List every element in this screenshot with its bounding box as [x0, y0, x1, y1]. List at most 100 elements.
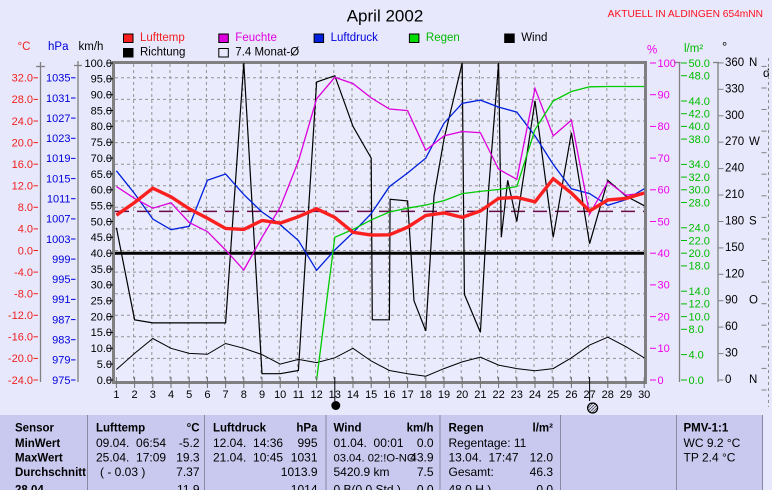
svg-text:38.0: 38.0 [689, 134, 710, 146]
svg-text:75.0: 75.0 [91, 137, 112, 149]
svg-text:95.0: 95.0 [91, 74, 112, 86]
svg-text:30: 30 [638, 389, 650, 401]
svg-text:50: 50 [658, 216, 670, 228]
svg-text:1011: 1011 [47, 194, 71, 206]
svg-text:50.0: 50.0 [689, 58, 710, 70]
svg-text:4.0: 4.0 [18, 224, 33, 236]
svg-text:120: 120 [725, 268, 744, 280]
svg-text:7: 7 [223, 389, 229, 401]
svg-text:23: 23 [511, 389, 523, 401]
svg-text:S: S [749, 216, 757, 228]
svg-text:14: 14 [347, 389, 359, 401]
svg-text:20.0: 20.0 [689, 248, 710, 260]
svg-text:1013.9: 1013.9 [281, 465, 318, 479]
svg-text:°C: °C [187, 423, 200, 435]
svg-text:4.0: 4.0 [689, 349, 704, 361]
svg-text:Regentage: 11: Regentage: 11 [449, 436, 527, 450]
svg-text:100.0: 100.0 [84, 58, 112, 70]
svg-text:TP 2.4 °C: TP 2.4 °C [684, 450, 736, 464]
svg-text:Regen: Regen [426, 32, 460, 44]
svg-text:April 2002: April 2002 [347, 7, 424, 26]
svg-text:5.0: 5.0 [97, 359, 112, 371]
svg-text:20.0: 20.0 [12, 137, 33, 149]
svg-text:11.9: 11.9 [177, 483, 200, 490]
svg-text:1015: 1015 [46, 173, 70, 185]
svg-text:MinWert: MinWert [15, 438, 60, 450]
svg-text:45.0: 45.0 [91, 232, 112, 244]
svg-text:20.0: 20.0 [91, 311, 112, 323]
svg-text:1019: 1019 [46, 153, 70, 165]
svg-text:4: 4 [168, 389, 174, 401]
svg-text:hPa: hPa [48, 41, 69, 53]
svg-text:-24.0: -24.0 [8, 375, 33, 387]
svg-text:01.04. 00:01: 01.04. 00:01 [334, 436, 404, 450]
svg-text:1014: 1014 [291, 483, 318, 490]
svg-text:28.04.: 28.04. [15, 485, 47, 490]
svg-text:40: 40 [658, 248, 670, 260]
svg-text:km/h: km/h [407, 423, 434, 435]
svg-text:Durchschnitt: Durchschnitt [15, 467, 86, 479]
svg-text:7.37: 7.37 [176, 465, 200, 479]
svg-text:28.0: 28.0 [689, 197, 710, 209]
svg-text:2: 2 [132, 389, 138, 401]
svg-text:270: 270 [725, 136, 744, 148]
svg-text:O: O [749, 295, 758, 307]
svg-text:35.0: 35.0 [91, 264, 112, 276]
svg-text:330: 330 [725, 83, 744, 95]
svg-text:90.0: 90.0 [91, 90, 112, 102]
svg-text:-5.2: -5.2 [179, 436, 200, 450]
svg-text:28: 28 [602, 389, 614, 401]
svg-text:0.0: 0.0 [18, 245, 33, 257]
svg-text:1: 1 [113, 389, 119, 401]
svg-text:10: 10 [274, 389, 286, 401]
svg-text:999: 999 [52, 254, 70, 266]
svg-text:l/m²: l/m² [533, 423, 554, 435]
svg-text:-8.0: -8.0 [14, 289, 33, 301]
svg-text:991: 991 [52, 294, 70, 306]
svg-text:-4.0: -4.0 [14, 267, 33, 279]
svg-text:26: 26 [565, 389, 577, 401]
svg-text:48.0: 48.0 [689, 71, 710, 83]
svg-text:44.0: 44.0 [689, 96, 710, 108]
svg-text:48.0 H.): 48.0 H.) [449, 483, 492, 490]
svg-text:8: 8 [241, 389, 247, 401]
svg-text:14.0: 14.0 [689, 286, 710, 298]
svg-text:22: 22 [492, 389, 504, 401]
svg-text:%: % [647, 45, 657, 57]
svg-text:km/h: km/h [79, 41, 104, 53]
svg-text:995: 995 [52, 274, 70, 286]
svg-text:32.0: 32.0 [12, 73, 33, 85]
svg-text:90: 90 [725, 295, 738, 307]
svg-text:29: 29 [620, 389, 632, 401]
svg-text:20: 20 [658, 311, 670, 323]
svg-text:Regen: Regen [449, 423, 484, 435]
svg-text:12.0: 12.0 [689, 299, 710, 311]
svg-text:21.04. 10:45: 21.04. 10:45 [213, 450, 283, 464]
svg-text:22.0: 22.0 [689, 235, 710, 247]
svg-text:987: 987 [52, 314, 70, 326]
svg-text:150: 150 [725, 242, 744, 254]
svg-text:12.0: 12.0 [12, 181, 33, 193]
svg-text:34.0: 34.0 [689, 159, 710, 171]
svg-text:16.0: 16.0 [12, 159, 33, 171]
svg-text:42.0: 42.0 [689, 109, 710, 121]
svg-text:N: N [749, 57, 757, 69]
svg-text:995: 995 [297, 436, 317, 450]
svg-text:90: 90 [658, 90, 670, 102]
svg-text:Lufttemp: Lufttemp [140, 32, 185, 44]
svg-text:24: 24 [529, 389, 541, 401]
svg-text:15: 15 [365, 389, 377, 401]
svg-text:60: 60 [658, 185, 670, 197]
svg-text:40.0: 40.0 [91, 248, 112, 260]
svg-text:°C: °C [18, 41, 31, 53]
svg-text:30.0: 30.0 [91, 280, 112, 292]
svg-text:24.0: 24.0 [689, 223, 710, 235]
svg-text:MaxWert: MaxWert [15, 452, 63, 464]
svg-text:0: 0 [658, 375, 664, 387]
svg-text:16: 16 [383, 389, 395, 401]
svg-text:l/m²: l/m² [684, 43, 703, 55]
svg-text:Lufttemp: Lufttemp [96, 423, 145, 435]
svg-text:240: 240 [725, 163, 744, 175]
svg-text:3: 3 [150, 389, 156, 401]
svg-text:210: 210 [725, 189, 744, 201]
